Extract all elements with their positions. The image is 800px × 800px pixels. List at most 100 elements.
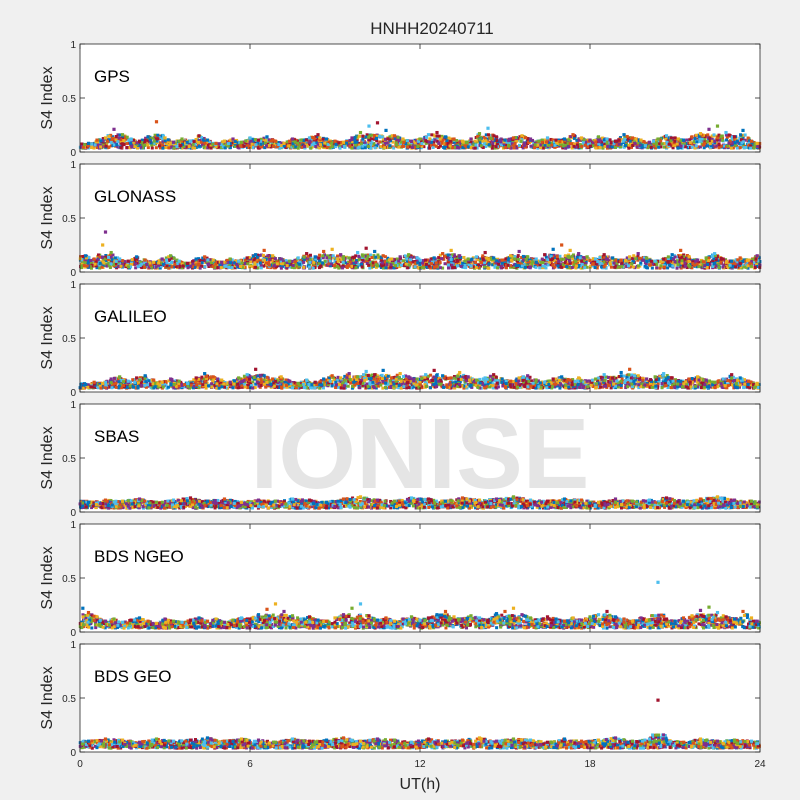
scatter-point-filler (214, 145, 218, 149)
scatter-point-filler (270, 144, 274, 148)
scatter-point-filler (247, 146, 251, 150)
scatter-point-filler (584, 140, 588, 144)
scatter-point-filler (112, 141, 116, 145)
scatter-point-filler (109, 144, 113, 148)
scatter-point-filler (112, 143, 116, 147)
scatter-point (520, 134, 524, 138)
scatter-point-filler (566, 141, 570, 145)
scatter-point-filler (515, 266, 519, 270)
scatter-point-filler (490, 146, 494, 150)
scatter-point-filler (551, 138, 555, 142)
scatter-point-filler (179, 143, 183, 147)
scatter-point (154, 120, 159, 124)
scatter-point-filler (83, 143, 87, 147)
scatter-point-filler (119, 142, 123, 146)
scatter-point-filler (691, 262, 695, 266)
scatter-point-filler (380, 135, 384, 139)
scatter-point-filler (407, 145, 411, 149)
scatter-point-filler (106, 255, 110, 259)
scatter-point-filler (120, 144, 124, 148)
scatter-point-filler (478, 257, 482, 261)
scatter-point (137, 139, 142, 143)
scatter-point-filler (344, 261, 348, 265)
scatter-point-filler (332, 141, 336, 145)
scatter-point-filler (453, 254, 457, 258)
scatter-point-filler (374, 136, 378, 140)
scatter-point-filler (121, 142, 125, 146)
scatter-point-filler (443, 262, 447, 266)
scatter-point-filler (451, 145, 455, 149)
scatter-point-filler (710, 134, 714, 138)
scatter-point (613, 139, 618, 143)
scatter-point-filler (564, 146, 568, 150)
scatter-point-filler (122, 139, 126, 143)
scatter-point-filler (659, 264, 663, 268)
scatter-point-filler (135, 143, 139, 147)
scatter-point-filler (363, 143, 367, 147)
scatter-point-filler (484, 143, 488, 147)
scatter-point-filler (549, 137, 553, 141)
scatter-point-filler (558, 254, 562, 258)
scatter-point-filler (479, 144, 483, 148)
scatter-point-filler (114, 138, 118, 142)
scatter-point-filler (659, 139, 663, 143)
scatter-point-filler (353, 140, 357, 144)
scatter-point-filler (374, 255, 378, 259)
scatter-point-filler (675, 266, 679, 270)
scatter-point-filler (586, 145, 590, 149)
scatter-point-filler (416, 261, 420, 265)
scatter-point (435, 130, 439, 135)
scatter-point-filler (520, 264, 524, 268)
scatter-point-filler (424, 141, 428, 145)
scatter-point-filler (575, 255, 579, 259)
scatter-point-filler (659, 145, 663, 149)
scatter-point-filler (331, 143, 335, 147)
scatter-point-filler (430, 133, 434, 137)
scatter-point-filler (173, 142, 177, 146)
scatter-point-filler (677, 140, 681, 144)
scatter-point-filler (743, 265, 747, 269)
scatter-point-filler (413, 141, 417, 145)
scatter-point-filler (294, 145, 298, 149)
scatter-point (282, 141, 286, 145)
scatter-point-filler (469, 258, 473, 262)
scatter-point-filler (246, 145, 250, 149)
scatter-point-filler (688, 138, 692, 142)
scatter-point (129, 137, 133, 141)
scatter-point-filler (655, 263, 659, 267)
scatter-point-filler (440, 141, 444, 145)
scatter-point-filler (459, 141, 463, 145)
scatter-point-filler (536, 141, 540, 145)
scatter-point-filler (381, 137, 385, 141)
scatter-point (333, 139, 337, 143)
scatter-point-filler (574, 145, 578, 149)
scatter-point-filler (378, 140, 382, 144)
scatter-point-filler (361, 144, 365, 148)
scatter-point-filler (448, 144, 452, 148)
scatter-point-filler (399, 140, 403, 144)
scatter-point-filler (662, 142, 666, 146)
scatter-point-filler (546, 263, 550, 267)
scatter-point-filler (478, 143, 482, 147)
scatter-point-filler (405, 144, 409, 148)
scatter-point-filler (437, 141, 441, 145)
scatter-point-filler (436, 146, 440, 150)
scatter-point-filler (511, 140, 515, 144)
scatter-point-filler (576, 262, 580, 266)
plot-area (80, 44, 760, 152)
scatter-point-filler (558, 140, 562, 144)
scatter-point-filler (242, 144, 246, 148)
scatter-point-filler (167, 262, 171, 266)
scatter-point-filler (575, 264, 579, 268)
scatter-point-filler (529, 144, 533, 148)
scatter-point-filler (591, 144, 595, 148)
scatter-point-filler (334, 142, 338, 146)
scatter-point-filler (182, 145, 186, 149)
scatter-point-filler (328, 259, 332, 263)
scatter-point-filler (240, 261, 244, 265)
scatter-point-filler (482, 142, 486, 146)
scatter-point-filler (109, 133, 113, 137)
scatter-point-filler (483, 261, 487, 265)
scatter-point-filler (551, 257, 555, 261)
